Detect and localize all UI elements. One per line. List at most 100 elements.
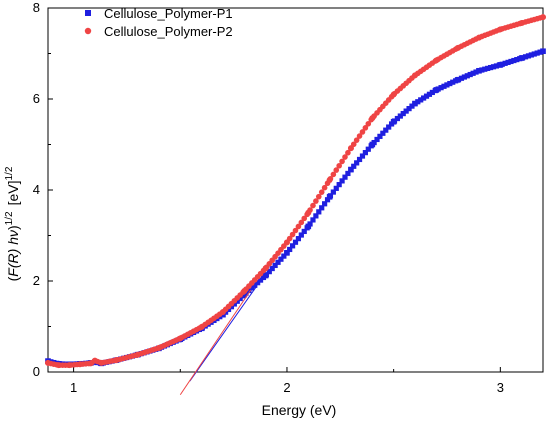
data-point — [412, 100, 418, 107]
data-point — [347, 145, 354, 152]
data-point — [283, 239, 290, 246]
data-point — [348, 166, 354, 173]
series-1-trace — [231, 301, 237, 307]
series-1-trace — [386, 124, 392, 130]
series-1-trace — [482, 66, 488, 72]
series-2-trace — [321, 184, 328, 191]
series-1-trace — [249, 285, 255, 291]
data-point — [87, 360, 94, 367]
data-point — [433, 57, 440, 64]
data-point — [497, 26, 504, 33]
series-1-trace — [479, 67, 485, 73]
tangent-layer — [179, 285, 258, 396]
series-1-trace — [255, 280, 261, 286]
series-1-trace — [228, 304, 235, 310]
series-1-trace — [333, 185, 339, 191]
data-point — [113, 357, 120, 364]
series-1-trace — [531, 51, 537, 57]
series-2-trace — [339, 158, 345, 165]
series-1-trace — [359, 153, 366, 159]
series-1-trace — [394, 115, 401, 122]
y-title-f: F — [5, 267, 21, 277]
series-2-trace — [345, 149, 351, 156]
tangent-line-1 — [189, 285, 258, 382]
series-1-trace — [319, 205, 325, 211]
series-1-trace — [351, 163, 357, 169]
data-point — [411, 72, 418, 79]
series-2-trace — [310, 202, 316, 209]
series-1-trace — [485, 65, 491, 71]
series-1-trace — [467, 71, 473, 78]
data-point — [369, 141, 376, 148]
data-point — [540, 48, 546, 55]
series-1-trace — [380, 130, 386, 136]
y-title-f-close: ) — [5, 249, 21, 256]
data-point — [45, 359, 51, 366]
series-1-trace — [450, 79, 456, 85]
series-1-trace — [429, 89, 435, 96]
series-2-trace — [365, 120, 372, 127]
series-1-trace — [336, 182, 342, 188]
series-1-trace — [383, 127, 389, 133]
series-1-trace — [257, 277, 264, 283]
series-2-trace — [313, 198, 319, 204]
series-layer — [45, 14, 546, 369]
legend-marker — [85, 10, 91, 16]
data-point — [433, 87, 440, 93]
series-1-trace — [278, 256, 284, 262]
y-title-f-open: ( — [5, 262, 21, 268]
data-point — [155, 344, 162, 351]
series-1-trace — [295, 236, 302, 242]
series-1-trace — [365, 146, 371, 152]
y-title-open: ( — [5, 276, 21, 281]
data-point — [454, 77, 461, 83]
data-point — [77, 361, 84, 368]
data-point — [98, 359, 105, 366]
y-title-r: R — [5, 253, 21, 263]
data-point — [262, 265, 269, 272]
series-1-trace — [342, 174, 348, 180]
series-2-trace — [298, 219, 305, 226]
series-1-trace — [409, 103, 415, 109]
data-point — [66, 362, 73, 369]
series-1-trace — [403, 108, 409, 114]
series-1-trace — [272, 262, 278, 269]
series-2-trace — [301, 215, 308, 222]
series-2-trace — [359, 129, 366, 135]
y-title-exp2: 1/2 — [4, 166, 15, 180]
data-point — [390, 118, 397, 125]
series-1-trace — [511, 57, 517, 64]
series-2-trace — [362, 125, 369, 131]
series-1-trace — [514, 57, 520, 63]
data-point — [540, 14, 546, 21]
series-1-trace — [397, 113, 403, 119]
series-1-trace — [470, 70, 476, 76]
series-2-trace — [330, 171, 337, 178]
tangent-line-2 — [179, 289, 252, 396]
series-1-trace — [316, 209, 322, 215]
series-2-trace — [353, 137, 360, 143]
data-point — [518, 20, 525, 27]
data-point — [262, 272, 269, 279]
series-1-trace — [246, 287, 252, 294]
series-1-trace — [289, 243, 296, 249]
y-tick-label: 0 — [33, 364, 40, 379]
series-1-trace — [356, 156, 363, 163]
series-1-trace — [415, 99, 421, 105]
series-2-trace — [318, 189, 325, 195]
series-1-trace — [301, 228, 307, 235]
series-1-trace — [237, 295, 243, 302]
series-1-trace — [292, 239, 299, 245]
series-2-trace — [356, 133, 363, 139]
series-1-trace — [464, 73, 470, 79]
legend-label: Cellulose_Polymer-P1 — [104, 6, 233, 21]
series-1-trace — [322, 201, 328, 207]
series-1 — [45, 48, 546, 368]
series-1-trace — [234, 298, 240, 304]
series-1-trace — [528, 52, 534, 58]
x-axis: 1 2 3 — [70, 367, 504, 395]
x-tick-label: 2 — [283, 380, 290, 395]
series-1-trace — [490, 64, 497, 70]
data-point — [390, 91, 397, 98]
